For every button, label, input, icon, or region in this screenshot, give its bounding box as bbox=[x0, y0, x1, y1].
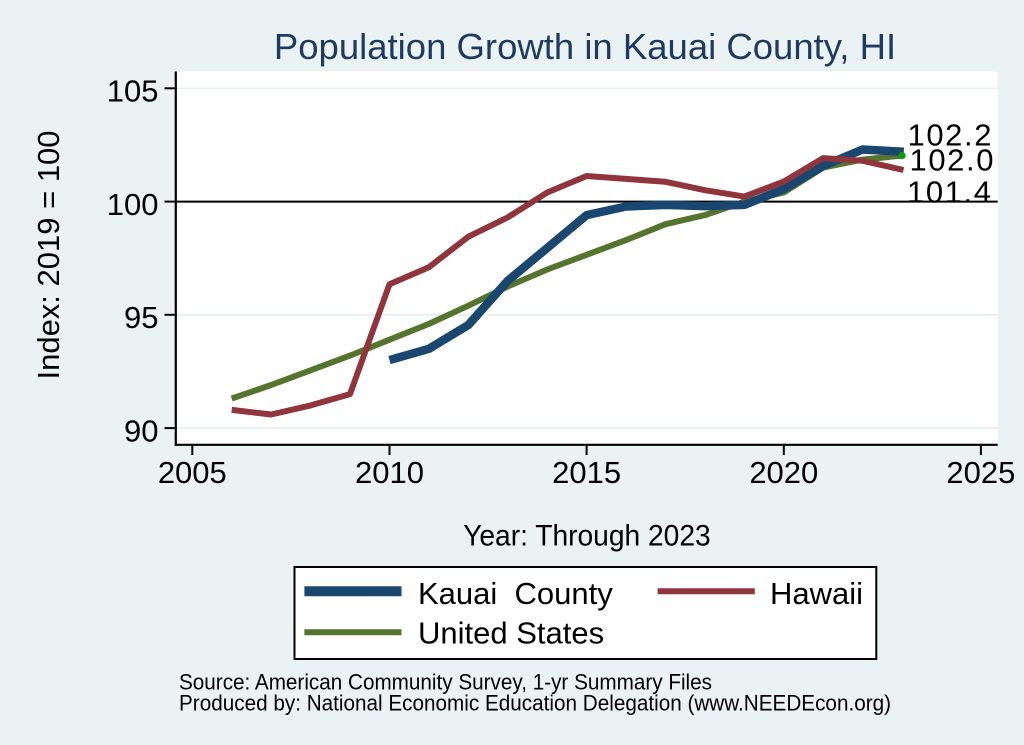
svg-text:Index: 2019 = 100: Index: 2019 = 100 bbox=[31, 130, 66, 379]
svg-text:Year: Through 2023: Year: Through 2023 bbox=[463, 520, 711, 553]
svg-text:102.0: 102.0 bbox=[910, 143, 996, 178]
svg-text:90: 90 bbox=[124, 413, 158, 448]
svg-text:102.2: 102.2 bbox=[908, 118, 994, 153]
svg-text:2015: 2015 bbox=[552, 455, 621, 490]
svg-text:Kauai County: Kauai County bbox=[418, 576, 613, 611]
svg-text:2005: 2005 bbox=[158, 455, 227, 490]
svg-text:100: 100 bbox=[107, 187, 159, 222]
svg-text:Hawaii: Hawaii bbox=[770, 576, 863, 611]
svg-text:2020: 2020 bbox=[749, 455, 818, 490]
svg-text:Source: American Community Sur: Source: American Community Survey, 1-yr … bbox=[179, 670, 712, 695]
svg-text:Population Growth in Kauai Cou: Population Growth in Kauai County, HI bbox=[274, 26, 896, 67]
svg-text:105: 105 bbox=[107, 74, 159, 109]
svg-text:Produced by: National Economic: Produced by: National Economic Education… bbox=[179, 691, 891, 716]
svg-text:2025: 2025 bbox=[946, 455, 1015, 490]
svg-text:101.4: 101.4 bbox=[907, 174, 993, 209]
svg-text:United States: United States bbox=[418, 616, 604, 651]
svg-text:2010: 2010 bbox=[355, 455, 424, 490]
svg-text:95: 95 bbox=[124, 300, 158, 335]
